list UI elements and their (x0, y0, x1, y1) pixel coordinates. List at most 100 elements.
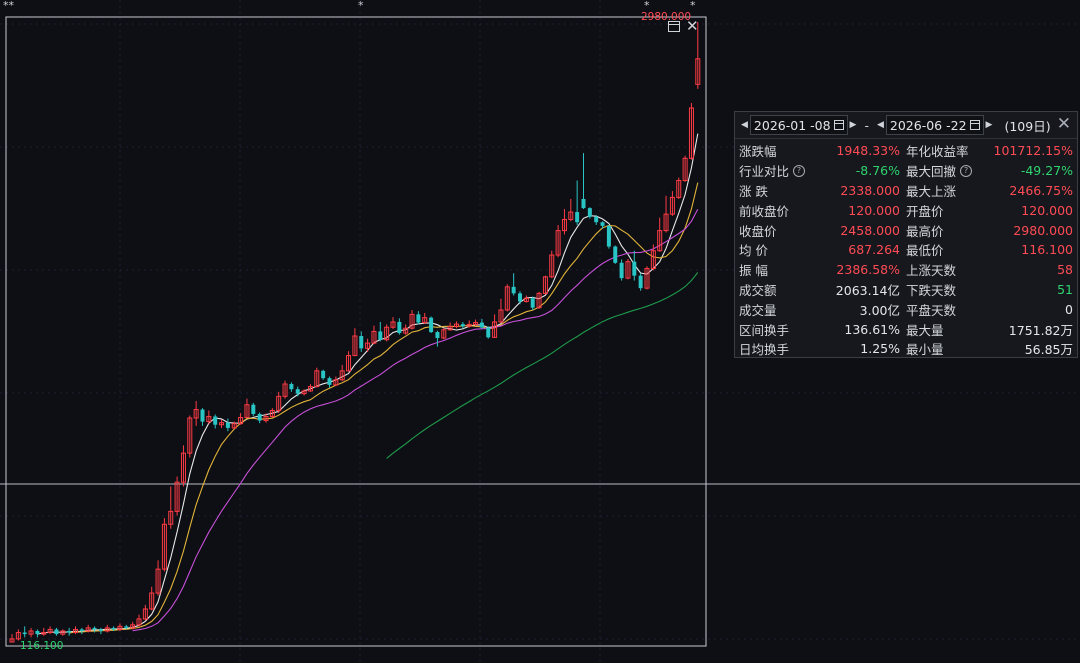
stat-value: 56.85万 (1024, 342, 1073, 358)
candle-body (174, 481, 180, 512)
candle-down (606, 224, 611, 249)
candle-up (180, 445, 186, 487)
candle-body (41, 632, 47, 635)
candle-body (587, 208, 592, 217)
candle-down (22, 626, 27, 638)
prev-end-arrow-icon[interactable]: ◀ (876, 120, 884, 130)
prev-start-arrow-icon[interactable]: ◀ (741, 120, 748, 130)
candle-body (650, 250, 656, 270)
candle-up (9, 634, 15, 643)
candle-body (130, 624, 136, 629)
candle-up (523, 295, 529, 303)
stat-label-text: 最高价 (906, 223, 944, 239)
stat-cell: 日均换手 1.25% (739, 339, 906, 358)
candle-body (327, 378, 332, 385)
marker-star: * (690, 0, 696, 12)
candle-up (371, 325, 377, 345)
candle-body (15, 632, 21, 640)
candle-body (28, 630, 34, 635)
stat-label-text: 最大回撤 (906, 164, 957, 180)
candle-down (632, 250, 637, 281)
stat-label: 成交量 (739, 300, 777, 319)
candle-body (486, 327, 491, 338)
candle-up (676, 177, 682, 199)
candle-down (359, 331, 364, 352)
candle-body (180, 452, 186, 483)
ma60-line (386, 272, 699, 459)
marker-star: * (358, 0, 364, 12)
start-date-field[interactable]: 2026-01 -08 (749, 115, 848, 135)
stat-cell: 最高价 2980.000 (906, 221, 1073, 240)
stat-label: 收盘价 (739, 221, 777, 240)
stat-label: 最大上涨 (906, 181, 956, 200)
candle-up (47, 626, 53, 635)
stat-label: 最低价 (906, 240, 944, 259)
stat-label: 日均换手 (739, 339, 789, 358)
candle-body (384, 326, 390, 341)
candle-up (104, 624, 110, 633)
ma20-line (132, 209, 699, 632)
candle-body (518, 293, 522, 302)
stat-label-text: 成交额 (739, 282, 777, 298)
candle-up (561, 208, 567, 235)
stat-cell: 成交额 2063.14亿 (739, 280, 906, 299)
next-start-arrow-icon[interactable]: ▶ (849, 120, 857, 130)
candle-down (397, 318, 402, 335)
stat-cell: 前收盘价 120.000 (739, 201, 906, 220)
candle-up (441, 328, 447, 340)
stat-label-text: 区间换手 (739, 322, 790, 338)
candle-up (15, 629, 21, 641)
candle-down (213, 414, 218, 429)
stat-value: 120.000 (1021, 202, 1073, 218)
stat-cell: 平盘天数 0 (906, 300, 1073, 319)
candle-down (67, 627, 72, 636)
candle-up (542, 275, 548, 295)
low-price-label: 116.100 (20, 640, 64, 652)
candle-down (98, 627, 103, 635)
candle-body (359, 336, 364, 349)
candle-up (333, 376, 339, 387)
candle-up (454, 321, 459, 329)
candle-body (403, 327, 409, 334)
next-end-arrow-icon[interactable]: ▶ (985, 120, 993, 130)
candle-up (174, 476, 180, 516)
help-icon[interactable]: ? (793, 164, 806, 177)
candle-down (638, 273, 643, 291)
stats-row: 成交量 3.00亿 平盘天数 0 (739, 299, 1073, 319)
stat-cell: 最大回撤? -49.27% (906, 161, 1073, 180)
stat-value: 2386.58% (836, 262, 900, 278)
candle-body (35, 630, 40, 635)
candle-body (168, 510, 174, 525)
candle-up (231, 421, 237, 430)
stat-cell: 开盘价 120.000 (906, 201, 1073, 220)
close-panel-icon[interactable]: ✕ (1056, 114, 1071, 134)
candle-up (187, 415, 193, 458)
close-selection-icon[interactable]: ✕ (686, 17, 699, 35)
candle-body (682, 157, 688, 181)
candle-body (206, 415, 212, 423)
candle-down (581, 153, 586, 209)
candle-down (460, 321, 465, 329)
candle-down (79, 627, 84, 635)
candle-up (219, 419, 225, 428)
candle-body (193, 409, 199, 419)
stat-cell: 区间换手 136.61% (739, 320, 906, 339)
stat-label-text: 均 价 (739, 243, 768, 259)
restore-window-icon[interactable] (668, 21, 680, 32)
candle-up (365, 338, 371, 352)
stat-label-text: 收盘价 (739, 223, 777, 239)
candle-up (422, 312, 428, 324)
calendar-icon[interactable] (969, 120, 980, 130)
candle-down (587, 207, 592, 219)
candle-body (307, 386, 313, 392)
calendar-icon[interactable] (833, 120, 844, 130)
candle-body (352, 335, 358, 357)
candle-body (155, 568, 161, 594)
stat-cell: 年化收益率 101712.15% (906, 141, 1073, 160)
help-icon[interactable]: ? (960, 164, 973, 177)
candle-body (378, 331, 383, 340)
stat-value: 3.00亿 (859, 302, 900, 318)
end-date-field[interactable]: 2026-06 -22 (885, 115, 984, 135)
stat-cell: 上涨天数 58 (906, 260, 1073, 279)
